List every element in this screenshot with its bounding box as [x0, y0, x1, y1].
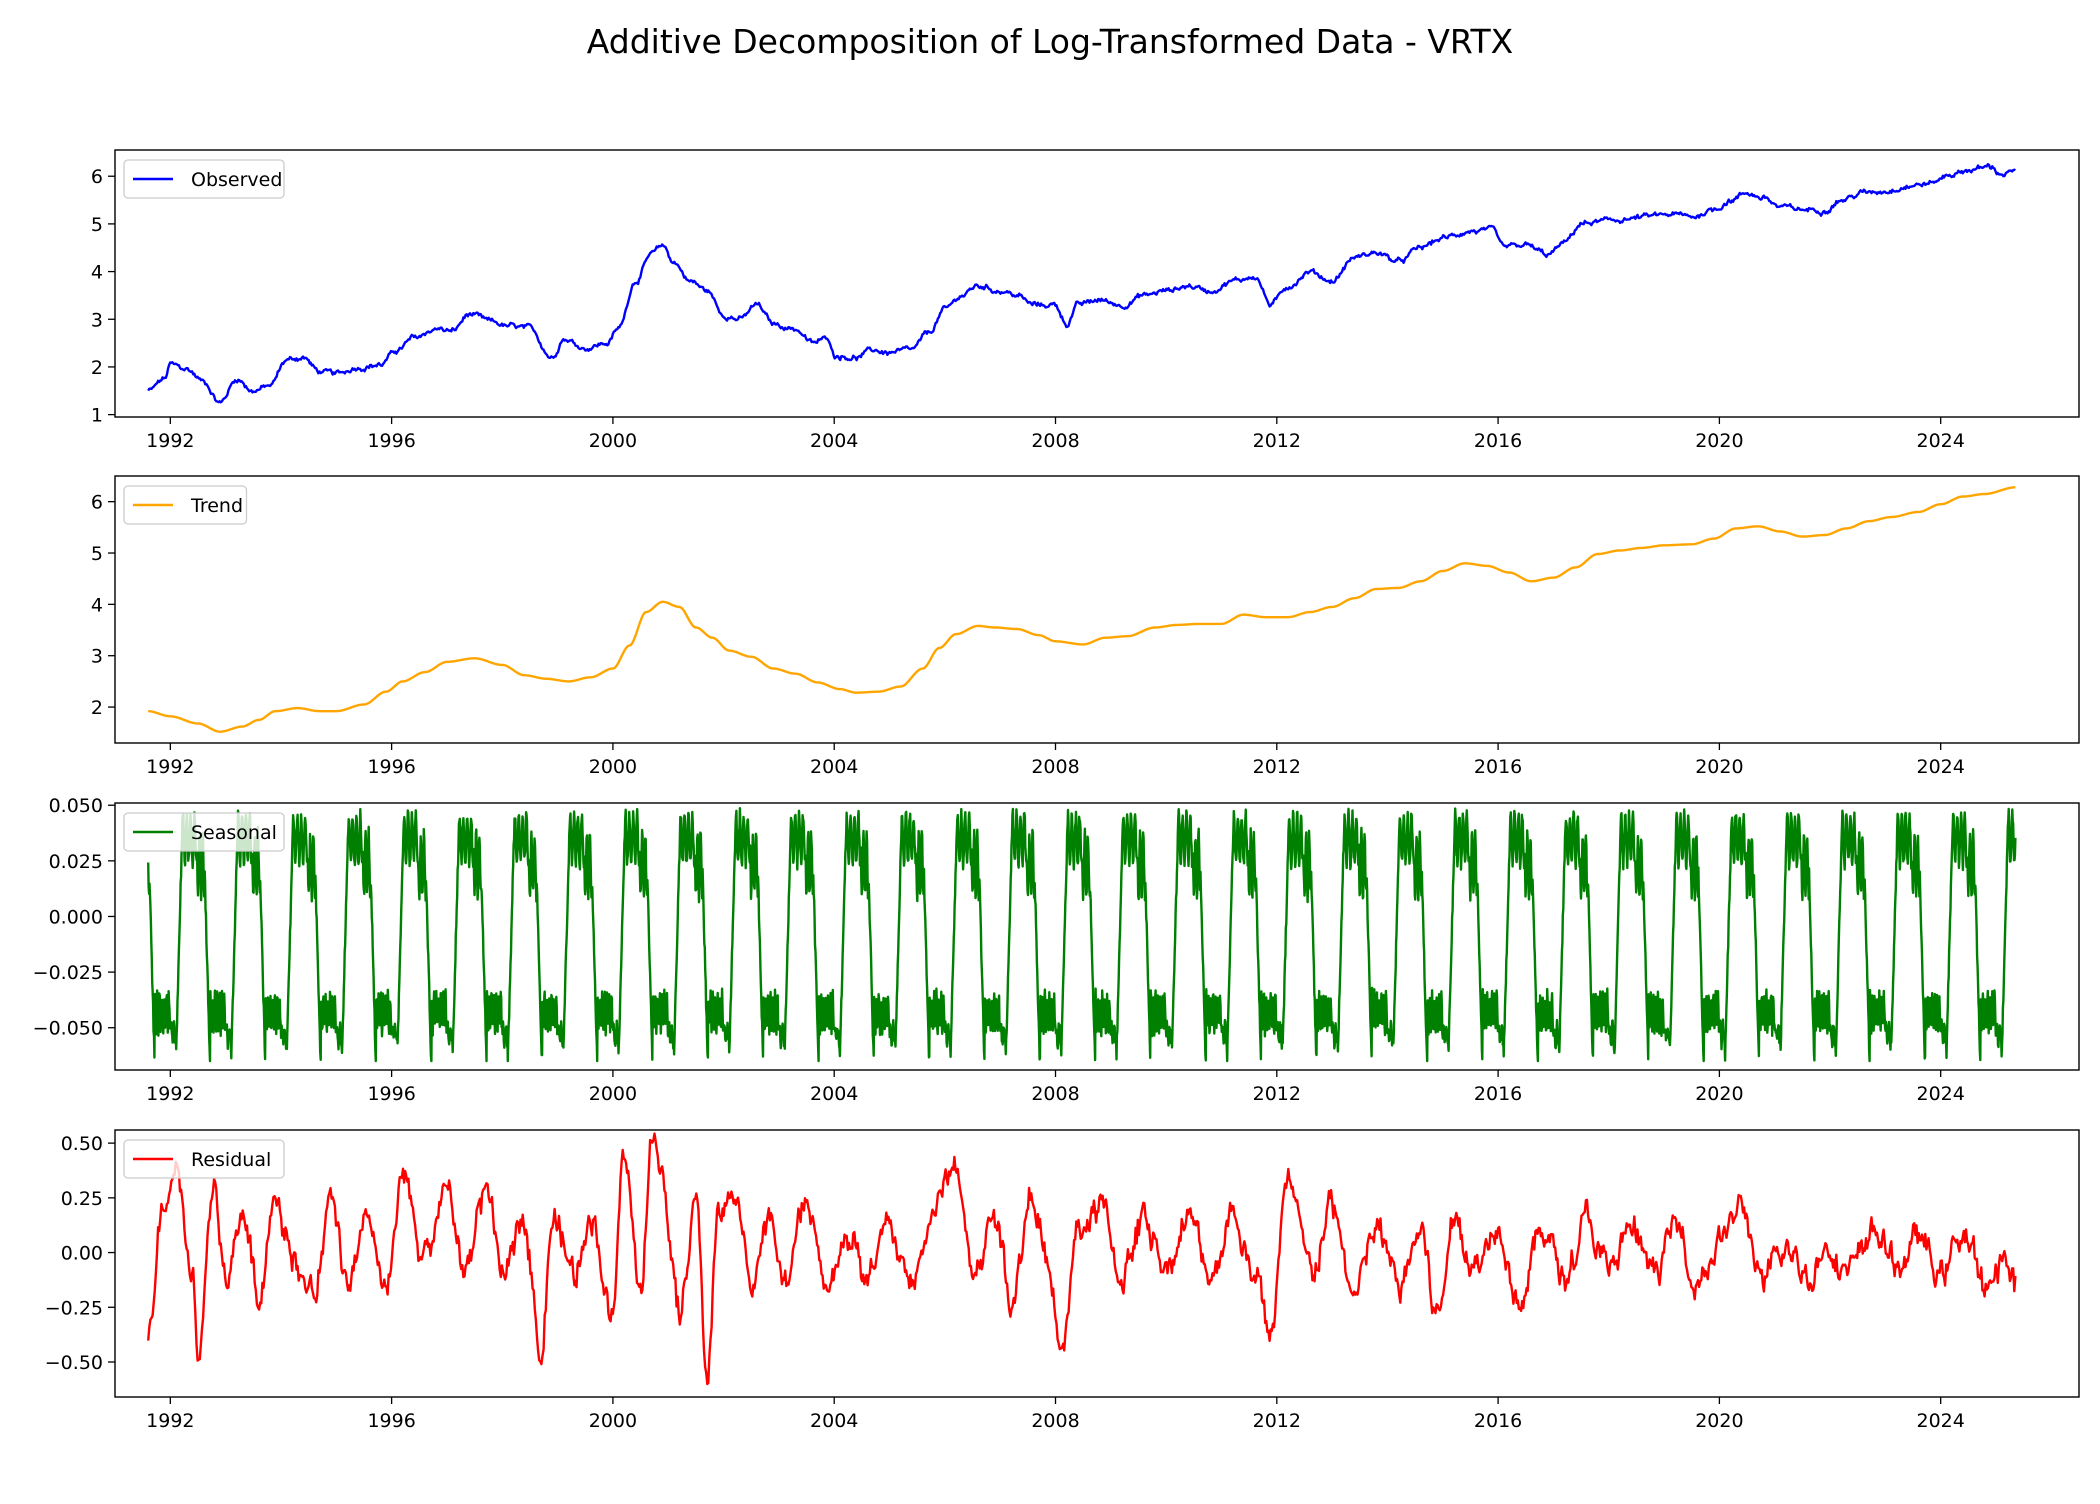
y-tick-label: 5: [91, 543, 103, 565]
x-tick-label: 2012: [1253, 756, 1301, 778]
y-tick-label: 5: [91, 214, 103, 236]
y-tick-label: 0.025: [49, 851, 103, 873]
x-tick-label: 1992: [146, 756, 194, 778]
x-tick-label: 2004: [810, 1083, 858, 1105]
x-tick-label: 2016: [1474, 430, 1522, 452]
y-tick-label: 0.00: [61, 1243, 103, 1265]
y-tick-label: 3: [91, 309, 103, 331]
y-tick-label: −0.25: [45, 1297, 103, 1319]
y-tick-label: 1: [91, 405, 103, 427]
legend-box: [123, 485, 248, 525]
axes-frame: [114, 149, 2080, 418]
y-tick-label: −0.50: [45, 1352, 103, 1374]
y-tick-label: 0.000: [49, 906, 103, 928]
x-tick-label: 2008: [1031, 1083, 1079, 1105]
y-tick-label: 0.25: [61, 1188, 103, 1210]
panel-seasonal: 1992 1996 2000 2004 2008 2012 2016 2020 2024 0.05…: [33, 795, 2080, 1105]
y-tick-label: 6: [91, 492, 103, 514]
legend-box: [123, 159, 285, 199]
x-tick-label: 2004: [810, 1410, 858, 1432]
panel-residual: 1992 1996 2000 2004 2008 2012 2016 2020 2024 0.50…: [45, 1129, 2080, 1432]
legend-label: Residual: [191, 1149, 271, 1171]
figure-title: Additive Decomposition of Log-Transforme…: [586, 22, 1514, 61]
x-tick-label: 2024: [1917, 1410, 1965, 1432]
x-tick-label: 2016: [1474, 756, 1522, 778]
x-tick-label: 2008: [1031, 756, 1079, 778]
x-tick-label: 2024: [1917, 1083, 1965, 1105]
x-tick-label: 2008: [1031, 1410, 1079, 1432]
y-tick-label: 4: [91, 262, 103, 284]
x-tick-label: 1996: [367, 430, 415, 452]
x-tick-label: 1992: [146, 1410, 194, 1432]
x-tick-label: 2016: [1474, 1410, 1522, 1432]
x-tick-label: 2020: [1695, 430, 1743, 452]
x-tick-label: 1992: [146, 430, 194, 452]
x-tick-label: 1996: [367, 1410, 415, 1432]
x-tick-label: 2008: [1031, 430, 1079, 452]
y-tick-label: 0.050: [49, 795, 103, 817]
x-tick-label: 2000: [589, 430, 637, 452]
axes-frame: [114, 1129, 2080, 1398]
x-tick-label: 2024: [1917, 756, 1965, 778]
x-tick-label: 2012: [1253, 430, 1301, 452]
legend-box: [123, 1139, 285, 1179]
x-tick-label: 2000: [589, 1410, 637, 1432]
axes-frame: [114, 802, 2080, 1071]
x-tick-label: 2000: [589, 756, 637, 778]
panel-observed: 1992 1996 2000 2004 2008 2012 2016 2020 2024 1 2 3 4…: [91, 149, 2080, 452]
y-tick-label: −0.050: [33, 1018, 103, 1040]
x-tick-label: 2012: [1253, 1083, 1301, 1105]
legend-label: Trend: [190, 495, 243, 517]
series-line-residual: [147, 1132, 2017, 1386]
x-tick-label: 2004: [810, 430, 858, 452]
y-tick-label: 4: [91, 594, 103, 616]
y-tick-label: 3: [91, 646, 103, 668]
x-tick-label: 2020: [1695, 756, 1743, 778]
x-tick-label: 2016: [1474, 1083, 1522, 1105]
x-tick-label: 2004: [810, 756, 858, 778]
axes-frame: [114, 475, 2080, 744]
x-tick-label: 1996: [367, 1083, 415, 1105]
x-tick-label: 1992: [146, 1083, 194, 1105]
y-tick-label: 2: [91, 697, 103, 719]
x-tick-label: 2012: [1253, 1410, 1301, 1432]
series-line-seasonal: [147, 807, 2017, 1063]
series-line-observed: [147, 162, 2016, 404]
x-tick-label: 2000: [589, 1083, 637, 1105]
legend-label: Seasonal: [191, 822, 277, 844]
x-tick-label: 2020: [1695, 1083, 1743, 1105]
legend-box: [123, 812, 285, 852]
y-tick-label: −0.025: [33, 962, 103, 984]
y-tick-label: 2: [91, 357, 103, 379]
x-tick-label: 1996: [367, 756, 415, 778]
panel-trend: 1992 1996 2000 2004 2008 2012 2016 2020 2024 2 3 4 5…: [91, 475, 2080, 778]
y-tick-label: 6: [91, 166, 103, 188]
y-tick-label: 0.50: [61, 1133, 103, 1155]
x-tick-label: 2024: [1917, 430, 1965, 452]
legend-label: Observed: [191, 169, 282, 191]
series-line-trend: [148, 486, 2016, 733]
x-tick-label: 2020: [1695, 1410, 1743, 1432]
